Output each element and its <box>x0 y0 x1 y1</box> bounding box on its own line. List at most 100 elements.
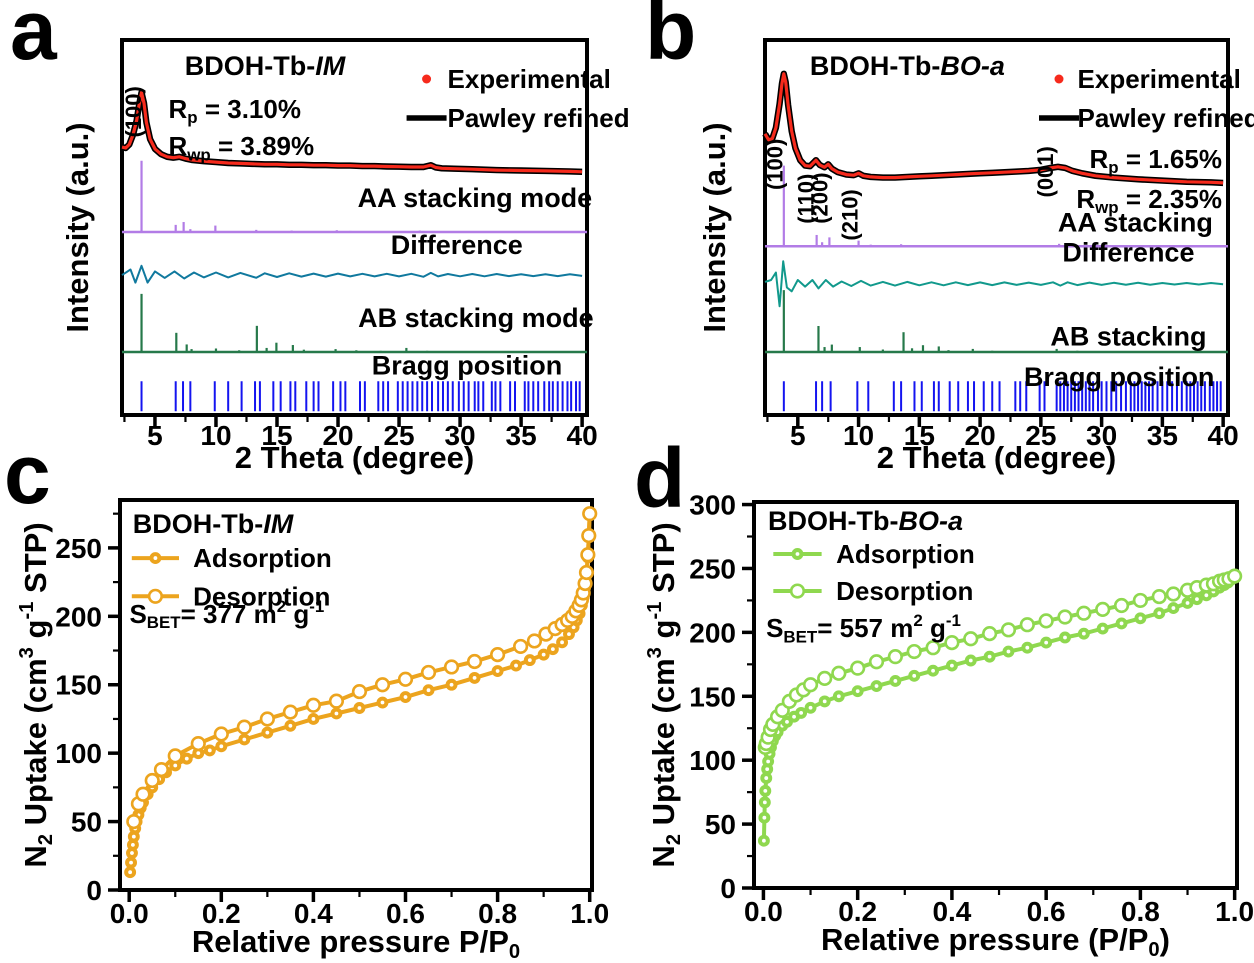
y-tick-label: 100 <box>55 738 102 769</box>
legend-label: Adsorption <box>193 543 332 573</box>
trace-label: Difference <box>391 230 523 260</box>
legend-label: Adsorption <box>836 539 975 569</box>
legend: Adsorption Desorption <box>773 539 975 606</box>
x-tick-label: 0.8 <box>478 898 517 929</box>
x-tick-label: 10 <box>200 420 231 451</box>
plot-frame <box>752 500 1239 890</box>
series-bragg-position: Bragg position <box>140 351 581 412</box>
bet-surface-area: SBET= 557 m2 g-1 <box>766 611 961 646</box>
x-axis: 5 10 15 20 25 30 35 40 <box>766 415 1239 451</box>
plot-frame <box>763 38 1230 417</box>
trace-label: AA stacking mode <box>358 183 593 213</box>
peak-index-annotation: (001) <box>1033 146 1058 197</box>
series-experimental <box>121 89 583 175</box>
x-tick-label: 0.4 <box>294 898 333 929</box>
series-desorption <box>757 568 1243 756</box>
x-tick-label: 1.0 <box>1215 896 1254 927</box>
x-tick-label: 10 <box>843 420 874 451</box>
y-axis: 0 50 100 150 200 250 300 <box>689 490 754 904</box>
x-tick-label: 20 <box>965 420 996 451</box>
trace-label: AA stacking <box>1058 207 1213 237</box>
y-tick-label: 50 <box>71 807 102 838</box>
legend-dot-marker <box>1054 74 1064 84</box>
legend: Experimental Pawley refined <box>1039 64 1254 133</box>
trace-label: Bragg position <box>1024 362 1215 392</box>
x-tick-label: 0.6 <box>386 898 425 929</box>
x-tick-label: 0.0 <box>744 896 783 927</box>
refinement-stat: Rwp = 3.89% <box>169 131 315 164</box>
panel-title: BDOH-Tb-IM <box>185 51 346 81</box>
y-tick-label: 300 <box>689 490 736 521</box>
x-tick-label: 5 <box>790 420 806 451</box>
y-tick-label: 150 <box>689 681 736 712</box>
x-axis: 5 10 15 20 25 30 35 40 <box>123 415 598 451</box>
refinement-stat: Rwp = 2.35% <box>1076 184 1222 217</box>
panel-title: BDOH-Tb-BO-a <box>810 51 1005 81</box>
x-tick-label: 0.0 <box>110 898 149 929</box>
series-difference: Difference <box>764 237 1224 308</box>
y-axis-label: Intensity (a.u.) <box>60 122 95 332</box>
x-tick-label: 5 <box>147 420 163 451</box>
panel-a-pxrd-chart: 5 10 15 20 25 30 35 40 2 Theta (degree) Intensity… <box>60 38 630 475</box>
series-desorption <box>126 506 598 830</box>
x-tick-label: 40 <box>567 420 598 451</box>
y-tick-label: 250 <box>689 553 736 584</box>
y-axis-label: N2 Uptake (cm3 g-1 STP) <box>644 522 685 867</box>
x-tick-label: 35 <box>506 420 537 451</box>
legend-dot-marker <box>422 74 432 84</box>
legend-label: Experimental <box>1078 64 1241 94</box>
x-tick-label: 40 <box>1208 420 1239 451</box>
y-tick-label: 0 <box>720 873 736 904</box>
x-axis-label: 2 Theta (degree) <box>235 440 474 475</box>
series-bragg-position: Bragg position <box>782 362 1222 412</box>
series-aa-stacking: AA stacking <box>765 165 1228 248</box>
y-tick-label: 50 <box>705 809 736 840</box>
x-tick-label: 0.2 <box>838 896 877 927</box>
x-tick-label: 30 <box>1086 420 1117 451</box>
x-tick-label: 15 <box>261 420 292 451</box>
peak-index-annotation: (100) <box>763 139 788 190</box>
x-axis-label: 2 Theta (degree) <box>877 440 1116 475</box>
series-ab-stacking-mode: AB stacking mode <box>122 293 594 354</box>
legend-label: Pawley refined <box>448 103 630 133</box>
x-tick-label: 0.8 <box>1121 896 1160 927</box>
panel-letter-b: b <box>645 0 697 77</box>
plot-frame <box>120 38 589 417</box>
x-tick-label: 0.6 <box>1027 896 1066 927</box>
x-tick-label: 0.4 <box>932 896 971 927</box>
panel-title: BDOH-Tb-BO-a <box>768 506 963 536</box>
legend: Adsorption Desorption <box>131 543 332 611</box>
x-axis-label: Relative pressure P/P0 <box>192 924 520 963</box>
y-tick-label: 250 <box>55 533 102 564</box>
x-tick-label: 30 <box>444 420 475 451</box>
peak-index-annotation: (110) <box>794 174 819 224</box>
x-tick-label: 0.2 <box>202 898 241 929</box>
y-axis-label: Intensity (a.u.) <box>697 122 732 332</box>
peak-index-annotation: (100) <box>121 86 146 137</box>
y-tick-label: 200 <box>55 601 102 632</box>
panel-letter-d: d <box>634 431 686 525</box>
peak-index-annotation: (210) <box>837 189 862 240</box>
series-experimental <box>762 70 1224 187</box>
x-tick-label: 25 <box>1025 420 1056 451</box>
series-ab-stacking: AB stacking <box>765 290 1228 354</box>
panel-title: BDOH-Tb-IM <box>133 509 294 539</box>
y-tick-label: 0 <box>86 875 102 906</box>
panel-b-pxrd-chart: 5 10 15 20 25 30 35 40 2 Theta (degree) Intensity… <box>697 38 1254 475</box>
y-axis-label: N2 Uptake (cm3 g-1 STP) <box>16 522 57 867</box>
legend-label: Pawley refined <box>1078 103 1254 133</box>
panel-letter-a: a <box>10 0 57 77</box>
legend-label: Desorption <box>193 581 330 611</box>
panel-d-isotherm-chart: 0.0 0.2 0.4 0.6 0.8 1.0 Relative pressure (P/P… <box>644 490 1254 962</box>
trace-label: Difference <box>1062 237 1194 267</box>
x-tick-label: 35 <box>1147 420 1178 451</box>
panel-letter-c: c <box>4 427 51 521</box>
trace-label: Bragg position <box>372 351 563 381</box>
peak-index-annotation: (200) <box>808 172 833 223</box>
x-axis: 0.0 0.2 0.4 0.6 0.8 1.0 <box>744 888 1254 927</box>
refinement-stat: Rp = 1.65% <box>1090 144 1222 177</box>
series-difference: Difference <box>121 230 583 284</box>
panel-c-isotherm-chart: 0.0 0.2 0.4 0.6 0.8 1.0 Relative pressure P/P0… <box>16 498 609 963</box>
trace-label: AB stacking mode <box>358 303 594 333</box>
